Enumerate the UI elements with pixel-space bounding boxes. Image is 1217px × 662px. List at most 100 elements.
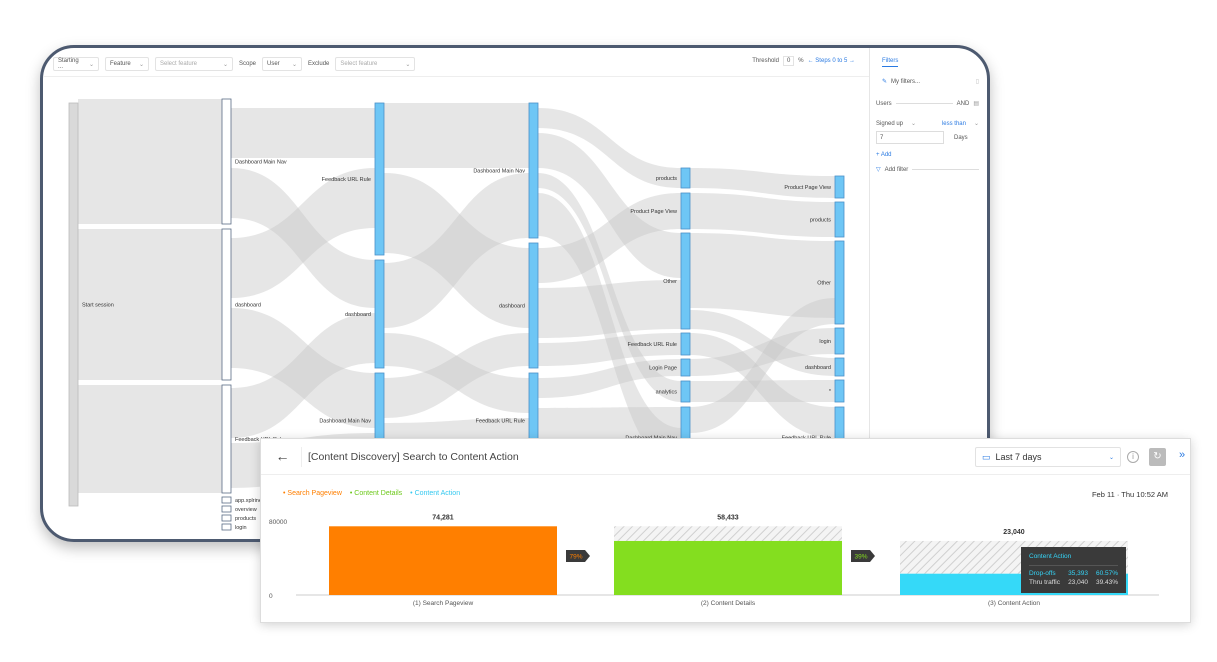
tooltip: Content Action Drop-offs 35,393 60.57% Thr… xyxy=(1021,547,1126,593)
sankey-node xyxy=(528,102,539,239)
chart-legend: • Search Pageview • Content Details • Co… xyxy=(283,490,460,497)
sankey-node-label: Feedback URL Rule xyxy=(476,419,525,425)
starting-select[interactable]: Starting ... ⌄ xyxy=(53,57,99,71)
sankey-node-label: Start session xyxy=(82,303,114,309)
my-filters-link[interactable]: My filters... xyxy=(891,78,921,85)
bar-value-label: 23,040 xyxy=(1003,529,1025,536)
and-toggle[interactable]: AND xyxy=(956,100,970,107)
sankey-node xyxy=(680,192,691,230)
signed-up-select[interactable]: Signed up xyxy=(876,120,904,127)
sankey-node-label: dashboard xyxy=(499,304,525,310)
dropoffs-label: Drop-offs xyxy=(1029,570,1056,577)
sankey-link xyxy=(538,108,681,188)
timestamp: Feb 11 · Thu 10:52 AM xyxy=(1091,490,1168,499)
sankey-link xyxy=(538,359,681,398)
sankey-node xyxy=(680,358,691,377)
tooltip-title: Content Action xyxy=(1029,553,1118,566)
threshold-input[interactable]: 0 xyxy=(782,56,795,66)
steps-navigator[interactable]: ← Steps 0 to 5 → xyxy=(807,58,855,64)
expand-icon[interactable]: » xyxy=(1179,449,1186,461)
sankey-node xyxy=(834,379,845,403)
tab-filters[interactable]: Filters xyxy=(882,58,899,67)
sankey-node xyxy=(68,102,79,507)
sankey-node xyxy=(680,232,691,330)
placeholder: Select feature xyxy=(160,61,198,67)
divider xyxy=(912,169,979,170)
thru-label: Thru traffic xyxy=(1029,579,1060,586)
sankey-link xyxy=(690,328,835,376)
funnel-bar xyxy=(329,526,557,595)
y-tick-label: 0 xyxy=(269,593,273,600)
sankey-node-label: Feedback URL Rule xyxy=(322,177,371,183)
chevron-down-icon: ⌄ xyxy=(291,61,298,68)
y-tick-label: 80000 xyxy=(269,519,287,526)
calendar-icon: ▭ xyxy=(982,451,991,462)
sankey-link xyxy=(384,333,529,413)
info-icon[interactable]: i xyxy=(1127,451,1139,463)
add-condition-button[interactable]: + Add xyxy=(876,152,892,158)
sankey-node xyxy=(528,242,539,369)
refresh-icon[interactable]: ↻ xyxy=(1149,448,1166,466)
select-feature-input[interactable]: Select feature ⌄ xyxy=(155,57,233,71)
sankey-link xyxy=(690,333,835,438)
funnel-bar xyxy=(614,540,842,595)
back-arrow-icon[interactable]: ← xyxy=(264,446,302,467)
sankey-node-label: Other xyxy=(817,281,831,287)
category-label: (3) Content Action xyxy=(988,600,1040,607)
chevron-down-icon: ⌄ xyxy=(405,61,411,68)
conversion-arrow xyxy=(566,550,590,562)
scope-select[interactable]: User ⌄ xyxy=(262,57,303,71)
sankey-node xyxy=(834,240,845,325)
sankey-node xyxy=(221,514,232,522)
sankey-link xyxy=(384,103,529,168)
chevron-down-icon: ⌄ xyxy=(973,121,979,127)
add-filter-button[interactable]: Add filter xyxy=(884,166,909,173)
divider xyxy=(895,103,953,104)
exclude-feature-input[interactable]: Select feature ⌄ xyxy=(335,57,416,71)
bar-value-label: 58,433 xyxy=(717,514,739,521)
bar-value-label: 74,281 xyxy=(432,514,454,521)
sankey-node-label: Dashboard Main Nav xyxy=(319,419,371,425)
sankey-link xyxy=(231,168,375,308)
path-analysis-window: Start session Dashboard Main Nav dashboard… xyxy=(40,45,990,542)
copy-icon[interactable]: ▯ xyxy=(975,79,979,85)
date-range-value: Last 7 days xyxy=(995,452,1042,462)
conversion-label: 79% xyxy=(569,554,582,561)
sankey-link xyxy=(690,233,835,318)
sankey-node-label: analytics xyxy=(656,390,678,396)
clipboard-icon[interactable]: ▤ xyxy=(973,101,979,107)
starting-value: Starting ... xyxy=(58,58,79,70)
dropoffs-value: 35,393 xyxy=(1068,570,1088,577)
date-range-select[interactable]: ▭ Last 7 days ⌄ xyxy=(975,447,1121,467)
exclude-label: Exclude xyxy=(308,61,330,67)
conversion-arrow xyxy=(851,550,875,562)
edit-icon: ✎ xyxy=(882,79,888,85)
sankey-link xyxy=(538,193,681,283)
sankey-link xyxy=(690,380,835,402)
sankey-node-label: login xyxy=(235,525,247,531)
legend-label: Content Action xyxy=(414,490,461,497)
sankey-node xyxy=(221,505,232,513)
toolbar: Starting ... ⌄ Feature ⌄ Select feature ⌄ S… xyxy=(53,54,867,74)
days-input[interactable]: 7 xyxy=(876,131,944,144)
threshold-label: Threshold xyxy=(752,58,779,64)
sankey-link xyxy=(78,229,222,380)
less-than-select[interactable]: less than xyxy=(941,120,966,127)
sankey-link xyxy=(690,193,835,237)
sankey-node-label: products xyxy=(656,176,677,182)
feature-value: Feature xyxy=(110,61,131,67)
legend-item: • Content Details xyxy=(349,490,403,497)
sankey-node-label: Dashboard Main Nav xyxy=(235,160,287,166)
sankey-link xyxy=(690,168,835,198)
percent-label: % xyxy=(798,58,804,64)
chevron-down-icon: ⌄ xyxy=(1108,454,1114,461)
sankey-node-label: dashboard xyxy=(805,365,831,371)
threshold-controls: Threshold 0 % ← Steps 0 to 5 → xyxy=(752,56,855,66)
dropoff-hatch xyxy=(614,526,842,541)
sankey-link xyxy=(78,99,222,224)
sankey-node-label: Dashboard Main Nav xyxy=(473,169,525,175)
conversion-label: 39% xyxy=(854,554,867,561)
feature-select[interactable]: Feature ⌄ xyxy=(105,57,149,71)
sankey-link xyxy=(384,333,529,418)
days-label: Days xyxy=(954,134,968,141)
